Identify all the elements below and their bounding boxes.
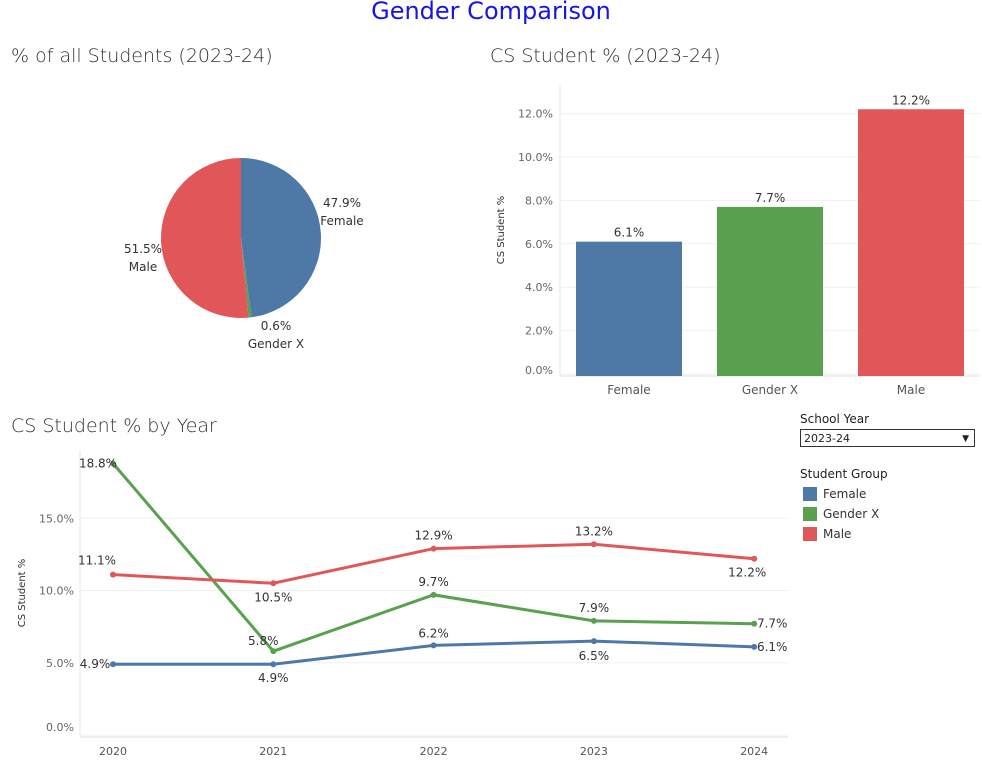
line-x-tick-label: 2024 <box>740 745 768 758</box>
line-point-male <box>430 545 437 552</box>
pie-category-label: Male <box>129 260 157 274</box>
line-y-tick-label: 10.0% <box>39 585 74 598</box>
bar-y-tick-label: 4.0% <box>525 281 553 294</box>
line-value-label: 5.8% <box>248 634 279 648</box>
line-x-tick-label: 2020 <box>99 745 127 758</box>
legend-swatch <box>803 507 817 521</box>
bar-y-tick-label: 2.0% <box>525 325 553 338</box>
line-point-female <box>110 661 116 668</box>
legend-swatch <box>803 527 817 541</box>
line-value-label: 11.1% <box>78 554 116 568</box>
legend-item-female[interactable]: Female <box>803 487 866 501</box>
school-year-dropdown[interactable]: 2023-24 ▼ <box>800 429 975 447</box>
bar-value-label: 7.7% <box>755 191 786 205</box>
line-x-tick-label: 2022 <box>420 745 448 758</box>
line-y-tick-label: 15.0% <box>39 512 74 525</box>
line-point-female <box>430 642 437 649</box>
bar-y-tick-label: 0.0% <box>525 364 553 377</box>
line-point-male <box>110 571 116 578</box>
line-value-label: 6.5% <box>579 649 610 663</box>
line-value-label: 12.9% <box>415 529 453 543</box>
legend-label: Gender X <box>823 507 880 521</box>
line-point-male <box>751 555 758 562</box>
bar-value-label: 12.2% <box>892 93 930 107</box>
line-value-label: 10.5% <box>254 590 292 604</box>
line-value-label: 18.8% <box>79 456 117 470</box>
line-y-tick-label: 5.0% <box>46 657 74 670</box>
bar-y-tick-label: 8.0% <box>525 194 553 207</box>
line-chart-title: CS Student % by Year <box>11 415 217 437</box>
line-point-gender-x <box>430 591 437 598</box>
bar-x-tick-label: Female <box>607 383 650 397</box>
school-year-value: 2023-24 <box>804 432 850 445</box>
legend-title: Student Group <box>800 467 888 481</box>
line-value-label: 7.9% <box>579 601 610 615</box>
line-series-gender-x <box>111 462 755 653</box>
pie-category-label: Gender X <box>248 337 304 351</box>
pie-slice-female <box>241 158 321 318</box>
line-point-male <box>590 541 597 548</box>
bar-x-tick-label: Male <box>897 383 925 397</box>
pie-slice-gender-x <box>241 238 252 318</box>
line-y-axis-title: CS Student % <box>17 559 28 628</box>
line-point-gender-x <box>110 460 116 467</box>
line-value-label: 12.2% <box>728 566 766 580</box>
line-y-tick-label: 0.0% <box>46 721 74 734</box>
school-year-label: School Year <box>800 412 870 426</box>
line-x-tick-label: 2023 <box>580 745 608 758</box>
bar-y-tick-label: 10.0% <box>518 151 553 164</box>
line-point-female <box>751 643 758 650</box>
line-value-label: 4.9% <box>80 657 111 671</box>
bar-chart-title: CS Student % (2023-24) <box>490 45 721 67</box>
dashboard-title: Gender Comparison <box>371 0 611 25</box>
bar-y-axis-title: CS Student % <box>496 196 507 265</box>
line-x-tick-label: 2021 <box>259 745 287 758</box>
line-point-gender-x <box>590 617 597 624</box>
legend-item-gender-x[interactable]: Gender X <box>803 507 879 521</box>
bar-y-tick-label: 12.0% <box>518 108 553 121</box>
line-point-female <box>270 661 277 668</box>
legend-item-male[interactable]: Male <box>803 527 851 541</box>
line-value-label: 9.7% <box>418 575 449 589</box>
line-point-male <box>270 580 277 587</box>
line-value-label: 7.7% <box>757 617 788 631</box>
pie-chart-title: % of all Students (2023-24) <box>11 45 273 67</box>
legend-label: Male <box>823 527 852 541</box>
dropdown-arrow-icon: ▼ <box>962 434 969 444</box>
legend-swatch <box>803 487 817 501</box>
pie-category-label: Female <box>320 214 363 228</box>
line-point-female <box>590 638 597 645</box>
pie-value-label: 0.6% <box>261 319 292 333</box>
legend-label: Female <box>823 487 867 501</box>
bar-female <box>576 241 682 376</box>
line-value-label: 6.2% <box>418 626 449 640</box>
bar-male <box>858 109 964 376</box>
line-point-gender-x <box>270 648 277 655</box>
bar-x-tick-label: Gender X <box>742 383 798 397</box>
pie-value-label: 51.5% <box>124 242 162 256</box>
pie-value-label: 47.9% <box>323 196 361 210</box>
line-value-label: 4.9% <box>258 671 289 685</box>
line-value-label: 13.2% <box>575 524 613 538</box>
bar-gender-x <box>717 206 823 376</box>
bar-y-tick-label: 6.0% <box>525 238 553 251</box>
pie-slice-male <box>160 158 249 319</box>
line-value-label: 6.1% <box>757 640 788 654</box>
bar-value-label: 6.1% <box>614 226 645 240</box>
line-point-gender-x <box>751 620 758 627</box>
